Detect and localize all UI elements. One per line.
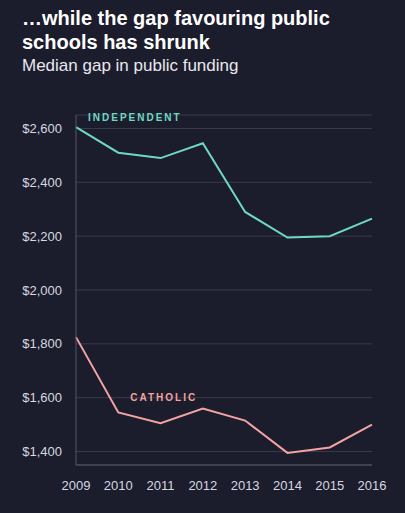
svg-text:2012: 2012 — [188, 478, 217, 493]
svg-text:$1,600: $1,600 — [22, 390, 62, 405]
svg-text:2013: 2013 — [231, 478, 260, 493]
svg-text:$2,400: $2,400 — [22, 175, 62, 190]
svg-text:2016: 2016 — [358, 478, 387, 493]
svg-text:2015: 2015 — [315, 478, 344, 493]
svg-text:$2,200: $2,200 — [22, 229, 62, 244]
svg-text:$2,600: $2,600 — [22, 121, 62, 136]
svg-text:$1,800: $1,800 — [22, 336, 62, 351]
svg-text:CATHOLIC: CATHOLIC — [130, 392, 197, 403]
svg-text:$2,000: $2,000 — [22, 283, 62, 298]
svg-text:2010: 2010 — [104, 478, 133, 493]
svg-text:2014: 2014 — [273, 478, 302, 493]
html-text:Median gap in public funding: Median gap in public funding — [22, 56, 239, 75]
svg-text:INDEPENDENT: INDEPENDENT — [88, 112, 182, 123]
svg-text:2011: 2011 — [147, 478, 175, 493]
svg-text:2009: 2009 — [62, 478, 91, 493]
html-text:…while the gap favouring publi: …while the gap favouring public schools … — [22, 7, 330, 53]
svg-text:$1,400: $1,400 — [22, 444, 62, 459]
